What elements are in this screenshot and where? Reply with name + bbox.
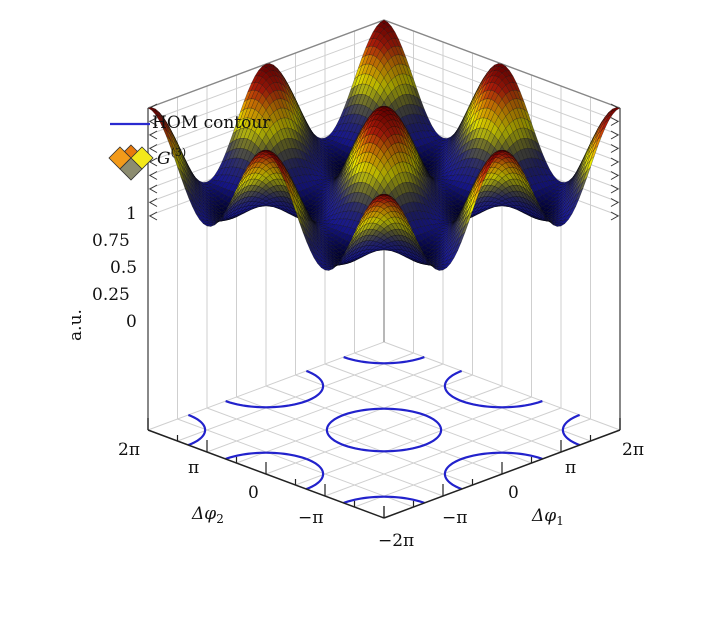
x-tick-0: 0 xyxy=(508,483,519,503)
z-tick-mark xyxy=(148,211,158,221)
z-tick-mark xyxy=(148,130,158,140)
hom-contour xyxy=(343,356,425,365)
z-tick-0-25: 0.25 xyxy=(92,285,130,305)
hom-contour xyxy=(305,457,325,491)
hom-contour xyxy=(561,413,581,447)
legend-g3-label: G(3) xyxy=(157,146,187,169)
x-tick-2pi: 2π xyxy=(622,440,644,460)
x-tick-pi: π xyxy=(565,458,577,478)
floor-grid-line xyxy=(177,352,414,442)
z-tick-mark xyxy=(148,198,158,207)
hom-contour xyxy=(225,369,325,409)
z-tick-mark xyxy=(148,184,158,194)
y-tick-minus-pi: −π xyxy=(298,508,324,528)
x-tick-minus-2pi: −2π xyxy=(378,531,415,551)
z-tick-mark xyxy=(610,198,620,207)
z-tick-mark xyxy=(610,184,620,194)
floor-grid-line xyxy=(206,363,444,453)
z-axis-label: a.u. xyxy=(65,309,86,341)
legend-hom-label: HOM contour xyxy=(152,113,271,133)
hom-contour xyxy=(343,495,425,504)
z-tick-mark xyxy=(610,144,620,153)
z-tick-mark xyxy=(610,171,620,180)
y-tick-2pi: 2π xyxy=(118,440,140,460)
z-tick-mark xyxy=(148,144,158,153)
x-axis-label: Δφ1 xyxy=(532,506,564,528)
z-tick-mark xyxy=(148,117,158,126)
y-tick-pi: π xyxy=(188,458,200,478)
z-tick-mark xyxy=(148,171,158,180)
z-tick-0: 0 xyxy=(126,312,137,332)
z-tick-0-75: 0.75 xyxy=(92,231,130,251)
y-tick-0: 0 xyxy=(248,483,259,503)
legend-surface-swatch-icon xyxy=(108,144,154,181)
floor-grid-line xyxy=(295,374,532,464)
z-tick-mark xyxy=(610,117,620,126)
hom-contour xyxy=(443,369,543,409)
z-tick-mark xyxy=(610,130,620,140)
z-tick-mark xyxy=(148,157,158,167)
z-tick-mark xyxy=(610,211,620,221)
z-tick-1: 1 xyxy=(126,204,137,224)
floor-grid-line xyxy=(324,363,562,453)
floor-grid-line xyxy=(354,352,591,442)
g3-surface xyxy=(147,19,621,271)
y-axis-label: Δφ2 xyxy=(192,504,224,526)
hom-contour xyxy=(225,451,307,460)
hom-contour xyxy=(187,413,207,447)
z-tick-mark xyxy=(610,157,620,167)
hom-contour xyxy=(443,451,543,491)
z-tick-0-5: 0.5 xyxy=(110,258,138,278)
x-tick-minus-pi: −π xyxy=(442,508,468,528)
floor-grid-line xyxy=(236,374,473,464)
hom-contour xyxy=(325,407,443,453)
